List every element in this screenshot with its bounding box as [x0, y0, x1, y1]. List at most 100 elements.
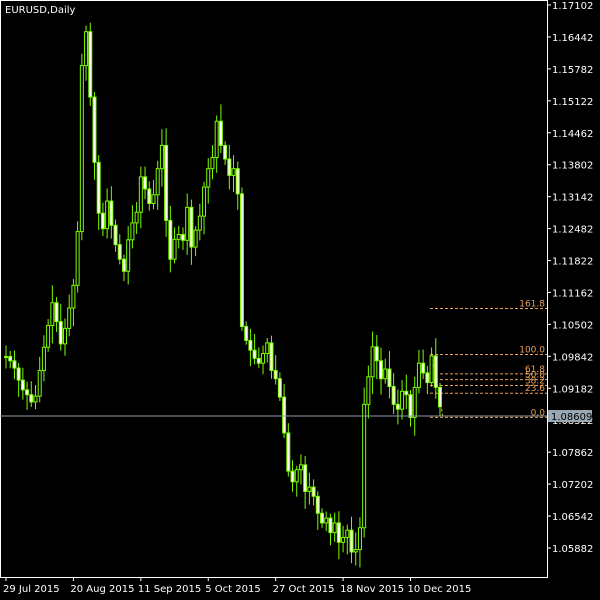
current-price-tag-text: 1.08609 — [551, 412, 592, 423]
price-bar — [252, 334, 257, 365]
price-bar — [92, 92, 97, 180]
price-bar — [46, 319, 51, 352]
price-bar — [16, 363, 21, 397]
price-bar — [311, 479, 316, 506]
price-bar — [429, 347, 434, 387]
price-bar — [8, 350, 13, 369]
price-bar — [50, 285, 55, 344]
price-bar — [202, 181, 207, 235]
price-bar — [176, 225, 181, 249]
price-bar — [214, 115, 219, 173]
price-bar — [366, 365, 371, 419]
price-bar — [433, 338, 438, 399]
chart-title: EURUSD,Daily — [5, 5, 76, 16]
y-tick-label: 1.10502 — [552, 320, 593, 331]
y-tick-label: 1.05882 — [552, 544, 593, 555]
price-bar — [151, 180, 156, 210]
price-bar — [121, 254, 126, 282]
price-bar — [265, 338, 270, 363]
price-bar — [206, 158, 211, 204]
price-bar — [185, 193, 190, 255]
price-bar — [4, 345, 8, 369]
price-bar — [12, 350, 17, 380]
price-bar — [180, 227, 185, 250]
price-bar — [345, 524, 350, 555]
x-axis-labels: 29 Jul 2015 20 Aug 2015 11 Sep 2015 5 Oct 2… — [3, 584, 471, 595]
x-tick-label: 20 Aug 2015 — [70, 584, 134, 595]
y-tick-label: 1.13142 — [552, 193, 593, 204]
price-bar — [96, 155, 101, 230]
price-bar — [159, 129, 164, 187]
price-bar — [231, 155, 236, 192]
price-bar — [349, 516, 354, 564]
price-bar — [172, 227, 177, 264]
price-bar — [210, 145, 215, 180]
price-bar — [315, 491, 320, 530]
price-bar — [357, 517, 362, 568]
price-bar — [286, 423, 291, 477]
price-bar — [105, 188, 110, 239]
price-bar — [277, 372, 282, 401]
price-bar — [71, 278, 76, 327]
y-tick-label: 1.11822 — [552, 257, 593, 268]
price-bar — [223, 141, 228, 166]
price-bar — [100, 202, 105, 236]
price-bar — [379, 347, 384, 395]
price-bar — [320, 508, 325, 528]
price-bar — [400, 380, 405, 420]
price-bar — [328, 513, 333, 546]
price-bar — [54, 297, 59, 332]
price-bar — [33, 385, 38, 410]
fib-label: 161.8 — [519, 300, 545, 310]
price-bar — [62, 318, 67, 356]
price-bar — [147, 181, 152, 211]
price-bar — [336, 511, 341, 560]
price-bar — [273, 355, 278, 385]
price-bar — [294, 465, 299, 497]
y-axis-labels: 1.17102 1.16442 1.15782 1.15122 1.14462 1.138… — [552, 1, 593, 555]
price-bar — [244, 321, 249, 345]
price-bar — [20, 367, 25, 400]
price-bar — [408, 390, 413, 427]
price-bar — [109, 186, 114, 239]
price-bar — [218, 104, 223, 154]
y-tick-label: 1.11162 — [552, 288, 593, 299]
price-bar — [88, 22, 93, 107]
price-bar — [58, 303, 63, 351]
price-bar — [25, 381, 30, 410]
price-bar — [143, 166, 148, 200]
y-tick-label: 1.15782 — [552, 65, 593, 76]
fib-label: 23.6 — [525, 384, 545, 394]
price-bar — [197, 203, 202, 241]
x-tick-label: 18 Nov 2015 — [340, 584, 404, 595]
price-bar — [290, 460, 295, 492]
price-bar — [425, 366, 430, 395]
price-bar — [370, 331, 375, 394]
price-bar — [164, 128, 169, 237]
price-bar — [239, 187, 244, 331]
price-bar — [353, 532, 358, 566]
y-tick-label: 1.17102 — [552, 1, 593, 12]
y-tick-label: 1.06542 — [552, 512, 593, 523]
price-bar — [256, 347, 261, 368]
price-bar — [261, 345, 266, 375]
fib-label: 100.0 — [519, 346, 545, 356]
price-bar — [282, 384, 287, 439]
price-bar — [412, 376, 417, 436]
price-bar — [324, 511, 329, 532]
fib-label: 50.0 — [525, 371, 545, 381]
y-tick-label: 1.14462 — [552, 129, 593, 140]
price-bar — [248, 328, 253, 367]
x-tick-label: 10 Dec 2015 — [408, 584, 472, 595]
price-bar — [438, 383, 442, 417]
price-bar — [391, 373, 396, 414]
price-bar — [227, 144, 232, 190]
price-bar — [155, 160, 160, 210]
price-bar — [387, 351, 392, 399]
price-bar — [84, 25, 89, 81]
y-tick-label: 1.09842 — [552, 352, 593, 363]
price-bar — [332, 512, 337, 542]
price-bar — [37, 356, 42, 403]
y-tick-label: 1.12482 — [552, 225, 593, 236]
